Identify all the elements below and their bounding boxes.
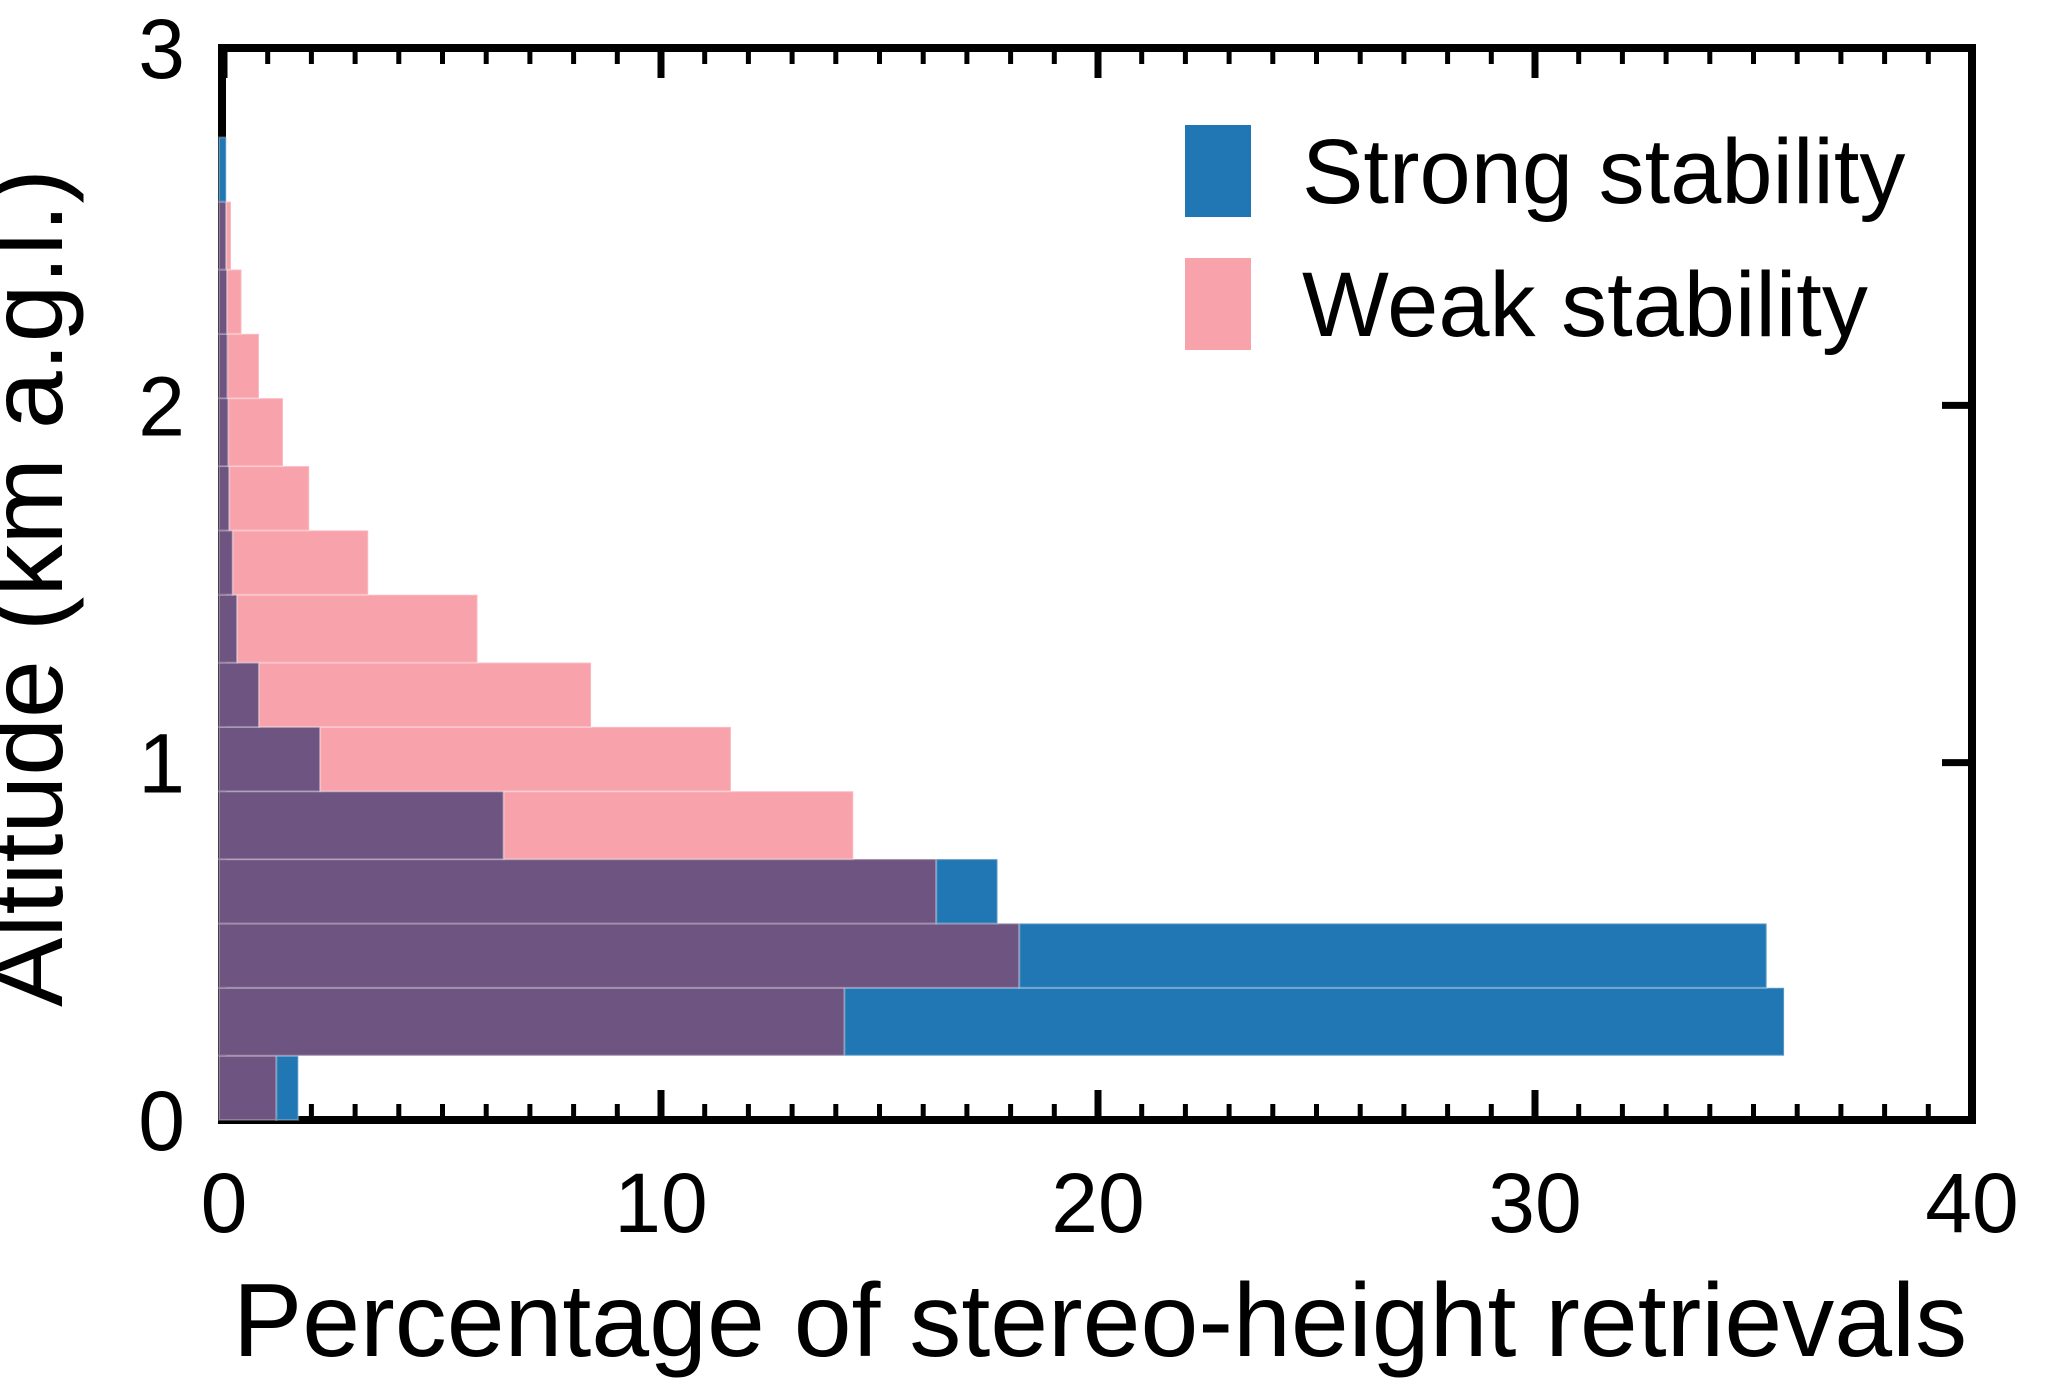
y-tick-label: 2 xyxy=(138,359,185,453)
bar-overlap-bin-1 xyxy=(218,986,846,1057)
bar-overlap-bin-7 xyxy=(218,593,239,664)
x-tick-label: 40 xyxy=(1925,1156,2018,1250)
bar-overlap-bin-11 xyxy=(218,332,229,400)
y-tick-labels: 0 1 2 3 xyxy=(138,2,185,1168)
bar-overlap-bin-0 xyxy=(218,1054,278,1122)
legend-label-strong-stability: Strong stability xyxy=(1302,121,1905,223)
bar-overlap-bin-9 xyxy=(218,465,231,532)
bar-overlap-bin-8 xyxy=(218,529,234,596)
bar-overlap-bin-6 xyxy=(218,661,260,728)
bar-weak-bin-8 xyxy=(231,529,370,596)
bar-strong-bin-2 xyxy=(1018,922,1768,989)
legend: Strong stability Weak stability xyxy=(1185,121,1905,356)
bar-overlap-bin-13 xyxy=(218,200,228,271)
bar-weak-bin-6 xyxy=(257,661,593,728)
bar-strong-bin-1 xyxy=(843,986,1786,1057)
bar-weak-bin-13 xyxy=(225,200,232,271)
x-tick-label: 20 xyxy=(1051,1156,1144,1250)
y-tick-label: 3 xyxy=(138,2,185,96)
bar-strong-bin-3 xyxy=(935,858,999,925)
bar-weak-bin-10 xyxy=(227,397,284,468)
y-tick-label: 0 xyxy=(138,1074,185,1168)
legend-swatch-weak-stability xyxy=(1185,258,1251,350)
bar-overlap-bin-2 xyxy=(218,922,1021,989)
y-tick-label: 1 xyxy=(138,717,185,811)
x-tick-label: 30 xyxy=(1488,1156,1581,1250)
bar-overlap-bin-4 xyxy=(218,790,505,861)
bar-overlap-bin-3 xyxy=(218,858,938,925)
bar-overlap-bin-12 xyxy=(218,268,229,335)
bar-weak-bin-12 xyxy=(226,268,243,335)
bar-strong-bin-14 xyxy=(218,136,228,203)
bar-strong-bin-0 xyxy=(275,1054,300,1122)
bar-weak-bin-5 xyxy=(319,725,732,793)
bar-overlap-bin-10 xyxy=(218,397,230,468)
bar-weak-bin-11 xyxy=(226,332,260,400)
y-axis-title: Altitude (km a.g.l.) xyxy=(0,169,85,1007)
bar-weak-bin-9 xyxy=(228,465,311,532)
x-tick-label: 0 xyxy=(201,1156,248,1250)
bar-overlap-bin-5 xyxy=(218,725,322,793)
x-tick-labels: 0 10 20 30 40 xyxy=(201,1156,2019,1250)
histogram-bars xyxy=(218,136,1786,1122)
x-tick-label: 10 xyxy=(614,1156,707,1250)
bar-weak-bin-7 xyxy=(236,593,479,664)
legend-swatch-strong-stability xyxy=(1185,125,1251,217)
legend-label-weak-stability: Weak stability xyxy=(1302,254,1868,356)
x-axis-title: Percentage of stereo-height retrievals xyxy=(233,1263,1967,1379)
bar-weak-bin-4 xyxy=(502,790,855,861)
